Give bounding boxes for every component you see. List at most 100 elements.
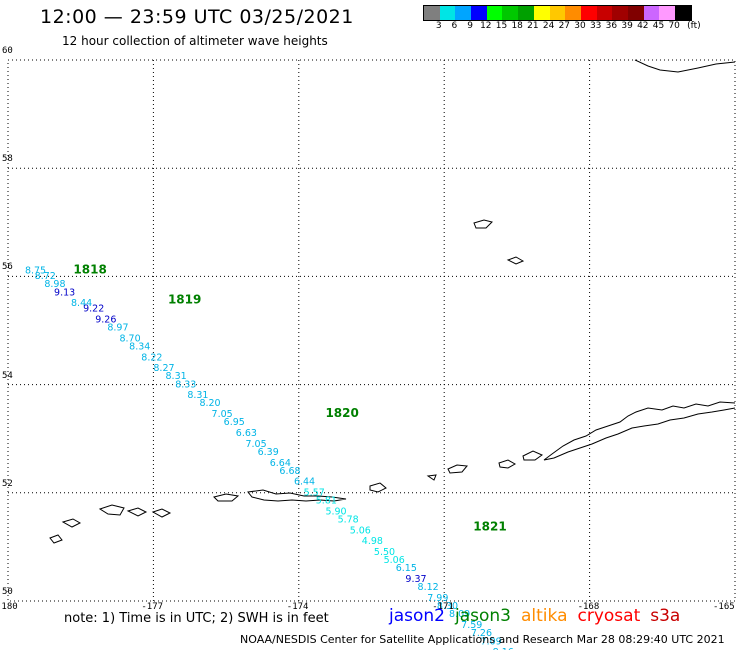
island-north-1 xyxy=(473,219,493,229)
wave-height-value: 7.59 xyxy=(461,620,482,631)
wave-height-value: 6.63 xyxy=(236,428,257,439)
color-scale-label: 6 xyxy=(451,21,458,31)
aleutian-island-a xyxy=(369,482,387,493)
color-swatch xyxy=(580,6,597,20)
coastline xyxy=(49,59,736,544)
island-north-2 xyxy=(506,256,525,265)
wave-height-value: 8.97 xyxy=(107,323,128,334)
wave-height-value: 8.33 xyxy=(175,379,196,390)
credit-text: NOAA/NESDIS Center for Satellite Applica… xyxy=(240,633,725,646)
color-scale-label: 30 xyxy=(574,21,586,31)
wave-height-value: 8.34 xyxy=(129,341,150,352)
wave-height-value: 9.22 xyxy=(83,304,104,315)
longitude-label: -171 xyxy=(432,602,454,612)
wave-height-value: 9.13 xyxy=(54,287,75,298)
island-east-4 xyxy=(426,474,437,481)
color-swatch xyxy=(549,6,566,20)
wave-height-value: 8.75 xyxy=(25,266,46,277)
longitude-label: -168 xyxy=(577,602,600,612)
wave-height-value: 5.81 xyxy=(316,496,337,507)
latitude-label: 58 xyxy=(2,154,13,165)
wave-height-value: 5.50 xyxy=(374,547,395,558)
wave-height-value: 4.98 xyxy=(362,536,383,547)
color-swatch xyxy=(643,6,660,20)
color-swatch xyxy=(612,6,628,20)
wave-height-value: 5.78 xyxy=(338,515,359,526)
wave-height-value: 7.99 xyxy=(427,593,448,604)
color-scale-label: 9 xyxy=(467,21,473,31)
color-scale-label: 70 xyxy=(668,21,680,31)
island-east-1 xyxy=(522,450,544,461)
color-scale-label: 3 xyxy=(435,21,442,31)
latitude-label: 60 xyxy=(2,46,13,56)
pass-time-label: 1818 xyxy=(73,263,106,277)
wave-height-value: 8.30 xyxy=(437,601,458,612)
map-subtitle: 12 hour collection of altimeter wave hei… xyxy=(62,34,328,48)
alaska-peninsula-coast xyxy=(543,401,736,461)
map-canvas: 8.758.728.989.138.449.229.268.978.708.34… xyxy=(7,59,736,650)
color-swatch xyxy=(596,6,613,20)
wave-height-value: 6.44 xyxy=(294,477,315,488)
longitude-label: -180 xyxy=(0,602,18,612)
island-east-3 xyxy=(447,464,468,474)
color-swatch xyxy=(675,6,691,20)
aleutian-island-d xyxy=(126,507,148,517)
color-scale-label: 18 xyxy=(511,21,523,31)
color-scale-label: 42 xyxy=(637,21,649,31)
color-swatch xyxy=(424,6,440,20)
color-scale-label: 45 xyxy=(652,21,665,31)
color-swatch xyxy=(627,6,644,20)
longitude-label: -165 xyxy=(713,602,735,612)
satellite-legend-item: cryosat xyxy=(577,606,641,626)
wave-height-value: 8.31 xyxy=(166,371,187,382)
color-scale-label: 21 xyxy=(527,21,539,31)
satellite-legend-item: jason3 xyxy=(455,606,511,626)
satellite-legend-item: jason2 xyxy=(389,606,445,626)
wave-height-value: 8.12 xyxy=(418,582,439,593)
wave-height-value: 9.37 xyxy=(405,574,426,585)
latitude-label: 50 xyxy=(2,587,13,597)
wave-height-value: 6.64 xyxy=(270,458,291,469)
wave-height-value: 5.06 xyxy=(384,555,405,566)
wave-height-value: 5.57 xyxy=(304,488,325,499)
wave-height-value: 5.90 xyxy=(325,506,346,517)
color-scale-labels: 3 6 9 12 15 18 21 24 27 30 33 36 39 42 45 70 (ft) xyxy=(423,21,740,33)
aleutian-island-c xyxy=(98,504,125,516)
color-swatch xyxy=(533,6,550,20)
longitude-label: -177 xyxy=(141,602,164,612)
note-text: note: 1) Time is in UTC; 2) SWH is in fe… xyxy=(64,611,329,626)
wave-height-value: 8.44 xyxy=(71,298,92,309)
wave-height-value: 8.20 xyxy=(199,398,220,409)
color-scale-label: 39 xyxy=(621,21,633,31)
aleutian-island-g xyxy=(49,534,63,544)
wave-height-value: 6.39 xyxy=(258,447,279,458)
color-swatch xyxy=(471,6,487,20)
satellite-legend: jason2 jason3 altika cryosat s3a xyxy=(389,606,690,626)
map-panel: 8.75 8.72 8.98 9.13 8.44 9.22 9.26 8.97 8.70 8.34… xyxy=(0,46,736,650)
aleutian-central xyxy=(247,489,347,502)
aleutian-island-e xyxy=(151,508,172,518)
pass-time-label: 1820 xyxy=(325,406,358,420)
color-scale-label: 27 xyxy=(558,21,571,31)
color-scale-label: 33 xyxy=(589,21,602,31)
longitude-label: -174 xyxy=(286,602,309,612)
wave-height-value: 9.26 xyxy=(95,314,116,325)
wave-height-value: 7.26 xyxy=(471,628,492,639)
color-scale-label: 24 xyxy=(542,21,555,31)
color-swatch xyxy=(518,6,534,20)
color-scale-label: 15 xyxy=(495,21,508,31)
latitude-label: 56 xyxy=(2,262,13,273)
map-title: 12:00 — 23:59 UTC 03/25/2021 xyxy=(40,6,354,28)
wave-height-value: 8.98 xyxy=(44,279,65,290)
latitude-label: 54 xyxy=(2,370,13,381)
color-scale-bar xyxy=(423,5,692,21)
color-scale-label: 12 xyxy=(480,21,492,31)
pass-time-label: 1819 xyxy=(168,292,201,306)
wave-height-value: 6.15 xyxy=(396,563,417,574)
wave-height-value: 8.22 xyxy=(141,352,162,363)
satellite-legend-item: s3a xyxy=(650,606,681,626)
color-swatch xyxy=(455,6,472,20)
color-swatch xyxy=(502,6,519,20)
color-swatch xyxy=(659,6,675,20)
color-scale-label: 36 xyxy=(605,21,618,31)
